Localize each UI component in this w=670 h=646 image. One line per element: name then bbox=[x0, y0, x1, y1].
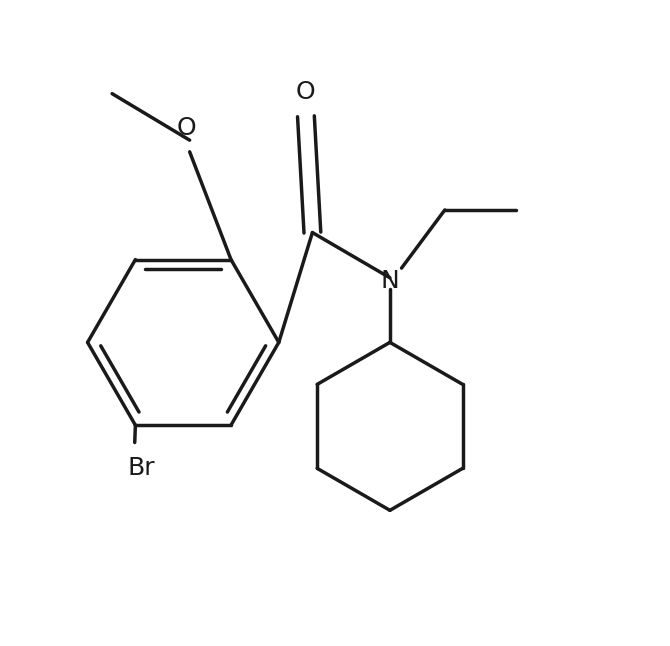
Text: N: N bbox=[381, 269, 399, 293]
Text: Br: Br bbox=[127, 456, 155, 481]
Text: O: O bbox=[296, 79, 316, 104]
Text: O: O bbox=[177, 116, 196, 140]
